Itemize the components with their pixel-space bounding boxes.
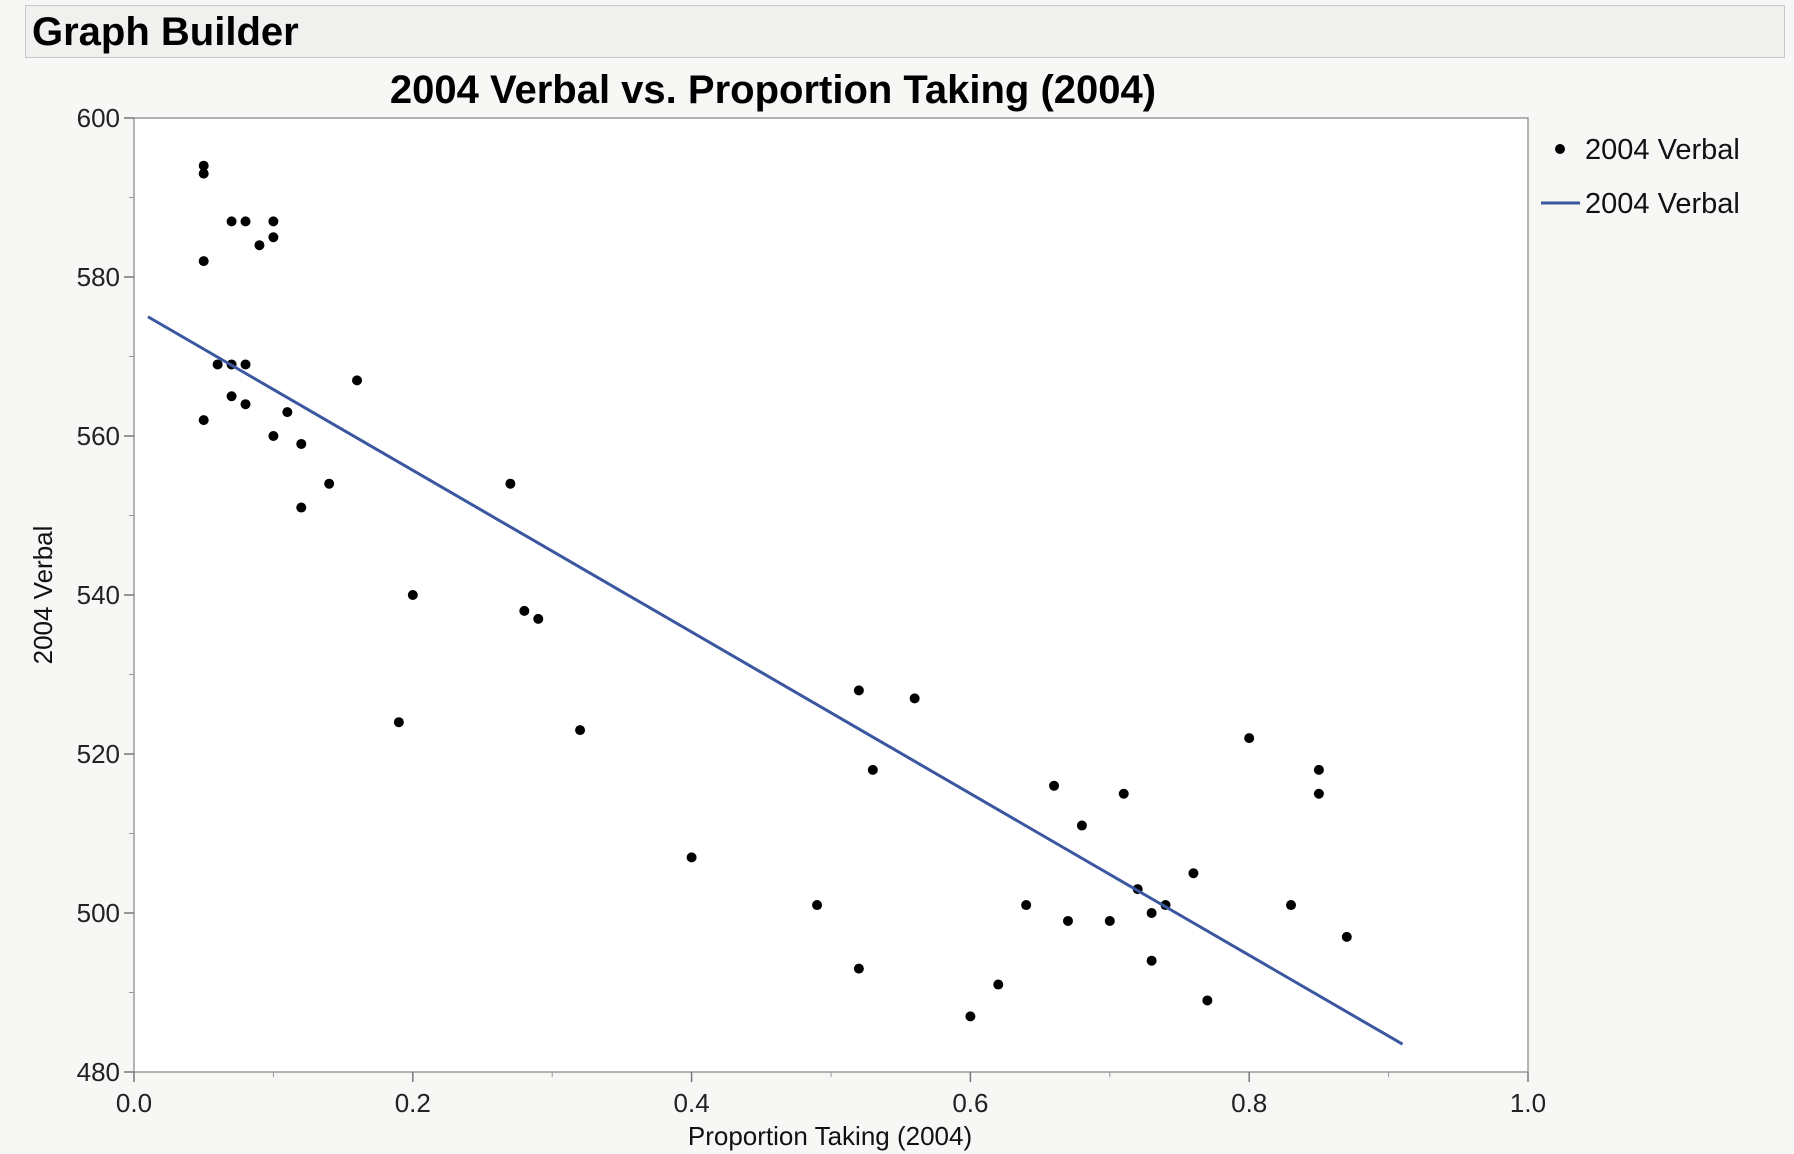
data-point (853, 685, 864, 696)
y-tick-label: 580 (77, 262, 120, 292)
data-point (812, 900, 823, 911)
data-point (198, 256, 209, 267)
data-point (909, 693, 920, 704)
y-tick-label: 520 (77, 739, 120, 769)
data-point (212, 359, 223, 370)
data-point (1021, 900, 1032, 911)
data-point (1146, 908, 1157, 918)
data-point (965, 1011, 976, 1022)
x-tick-label: 0.8 (1231, 1088, 1267, 1118)
x-axis: 0.0 0.2 0.4 0.6 0.8 1.0 (116, 1072, 1546, 1118)
graph-builder-header: Graph Builder (25, 5, 1785, 58)
data-point (240, 216, 251, 227)
x-axis-label: Proportion Taking (2004) (688, 1121, 972, 1151)
data-point (240, 399, 251, 410)
data-point (867, 764, 878, 775)
fit-line-layer (147, 315, 1404, 1046)
y-tick-label: 600 (77, 103, 120, 133)
x-tick-label: 0.2 (395, 1088, 431, 1118)
data-point (296, 502, 307, 513)
data-point (505, 478, 516, 489)
data-point (240, 359, 251, 370)
y-tick-label: 560 (77, 421, 120, 451)
data-point (1118, 788, 1129, 799)
x-tick-label: 0.6 (952, 1088, 988, 1118)
data-point (352, 375, 363, 386)
y-tick-label: 540 (77, 580, 120, 610)
data-point (993, 979, 1004, 990)
data-point (1104, 915, 1115, 926)
data-point (282, 407, 293, 418)
fit-line (147, 315, 1404, 1046)
plot-area (133, 117, 1529, 1073)
data-point (1244, 733, 1255, 744)
y-tick-label: 480 (77, 1057, 120, 1087)
x-tick-label: 0.4 (674, 1088, 710, 1118)
data-point (1286, 900, 1297, 911)
legend-point-marker (1555, 144, 1565, 154)
data-point (198, 415, 209, 426)
data-point (226, 216, 237, 227)
data-point (575, 725, 586, 736)
window-title: Graph Builder (32, 10, 299, 54)
data-point (198, 160, 209, 171)
legend-point-label: 2004 Verbal (1585, 134, 1740, 166)
data-point (1202, 995, 1213, 1006)
legend: 2004 Verbal 2004 Verbal (1541, 134, 1740, 220)
data-point (1341, 931, 1352, 942)
data-point (1146, 955, 1157, 966)
chart-title: 2004 Verbal vs. Proportion Taking (2004) (390, 68, 1156, 112)
data-point (407, 590, 418, 600)
data-point (296, 438, 307, 449)
data-point (1062, 915, 1073, 926)
x-tick-label: 1.0 (1510, 1088, 1546, 1118)
y-axis-label: 2004 Verbal (28, 526, 58, 665)
y-tick-label: 500 (77, 898, 120, 928)
y-axis: 480 500 520 540 560 580 600 (77, 103, 134, 1087)
data-point (1076, 820, 1087, 831)
data-point (268, 216, 279, 227)
data-point (533, 613, 544, 624)
data-point (198, 168, 209, 179)
data-point (853, 963, 864, 974)
data-point (1313, 788, 1324, 799)
data-point (324, 478, 335, 489)
data-point (1313, 764, 1324, 775)
data-point (1188, 868, 1199, 879)
data-point (1049, 780, 1060, 791)
data-point (519, 605, 530, 616)
data-point (254, 240, 265, 251)
x-tick-label: 0.0 (116, 1088, 152, 1118)
data-point (268, 232, 279, 243)
data-point (393, 717, 404, 728)
data-point (226, 391, 237, 402)
data-point (686, 852, 697, 863)
legend-line-label: 2004 Verbal (1585, 188, 1740, 220)
data-point (268, 431, 279, 441)
